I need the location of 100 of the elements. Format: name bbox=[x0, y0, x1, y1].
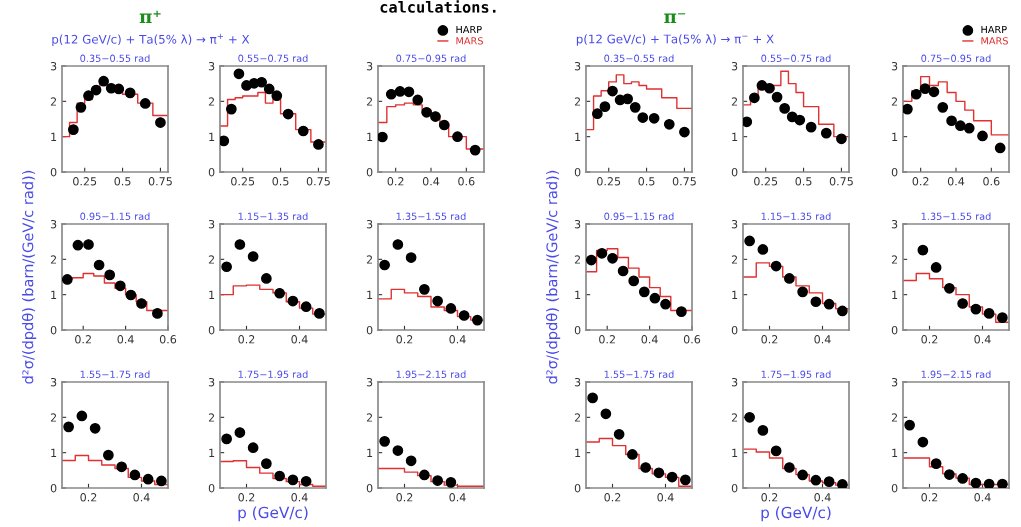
point bbox=[72, 239, 84, 251]
y-tick-label: 0 bbox=[208, 325, 215, 335]
point bbox=[234, 427, 246, 438]
chart-title: 1.75−1.95 rad bbox=[238, 370, 308, 378]
point bbox=[757, 244, 769, 255]
y-tick-label: 1 bbox=[51, 448, 57, 457]
y-tick-label: 0 bbox=[208, 167, 215, 177]
x-tick-label: 0.75 bbox=[829, 177, 853, 186]
y-tick-label: 0 bbox=[208, 483, 215, 493]
point bbox=[297, 125, 309, 137]
y-tick-label: 1 bbox=[575, 290, 581, 299]
point bbox=[287, 474, 299, 486]
x-tick-label: 0.25 bbox=[231, 177, 255, 186]
y-tick-label: 0 bbox=[50, 167, 57, 177]
x-tick-label: 0.4 bbox=[974, 335, 991, 344]
point bbox=[412, 94, 424, 106]
x-tick-label: 0.6 bbox=[983, 177, 1000, 186]
x-tick-label: 0.25 bbox=[597, 177, 621, 186]
y-axis-title: d²σ/(dpdθ) (barn/(GeV/c rad)) bbox=[21, 170, 37, 384]
point bbox=[274, 470, 285, 482]
point bbox=[136, 298, 147, 309]
point bbox=[805, 121, 817, 133]
y-tick-label: 0 bbox=[366, 167, 373, 177]
point bbox=[587, 392, 598, 404]
y-tick-label: 1 bbox=[892, 448, 898, 457]
point bbox=[823, 476, 835, 487]
y-tick-label: 3 bbox=[574, 219, 581, 229]
y-tick-label: 3 bbox=[366, 377, 373, 387]
x-tick-label: 0.4 bbox=[291, 335, 308, 344]
y-tick-label: 2 bbox=[574, 413, 581, 422]
x-tick-label: 0.25 bbox=[754, 177, 778, 186]
point bbox=[287, 295, 299, 307]
point bbox=[794, 114, 806, 126]
point bbox=[274, 287, 285, 299]
y-tick-label: 1 bbox=[209, 132, 215, 141]
point bbox=[76, 410, 88, 422]
x-tick-label: 0.2 bbox=[599, 335, 615, 344]
point bbox=[784, 273, 795, 284]
point bbox=[247, 442, 259, 454]
point bbox=[820, 127, 832, 139]
y-tick-label: 0 bbox=[731, 483, 738, 493]
point bbox=[129, 469, 141, 481]
y-tick-label: 1 bbox=[732, 290, 738, 299]
point bbox=[937, 101, 949, 113]
point bbox=[649, 292, 661, 304]
y-tick-label: 0 bbox=[891, 167, 898, 177]
point bbox=[458, 310, 470, 321]
point bbox=[617, 265, 629, 277]
point bbox=[403, 86, 415, 98]
y-tick-label: 2 bbox=[208, 255, 215, 264]
y-tick-label: 3 bbox=[891, 219, 898, 229]
point bbox=[749, 92, 760, 104]
point bbox=[90, 84, 102, 96]
x-tick-label: 0.5 bbox=[114, 177, 131, 186]
text: calculations. bbox=[380, 0, 496, 13]
point bbox=[648, 112, 660, 124]
point bbox=[271, 90, 283, 102]
y-tick-label: 0 bbox=[891, 483, 898, 493]
x-tick-label: 0.4 bbox=[641, 335, 658, 344]
point bbox=[930, 262, 942, 273]
point bbox=[983, 478, 995, 488]
point bbox=[221, 433, 232, 445]
y-tick-label: 2 bbox=[50, 255, 57, 264]
point bbox=[75, 101, 87, 113]
x-tick-label: 0.5 bbox=[272, 177, 289, 186]
y-tick-label: 2 bbox=[366, 97, 373, 106]
point bbox=[261, 458, 272, 469]
point bbox=[378, 131, 388, 143]
point bbox=[124, 87, 136, 99]
y-tick-label: 2 bbox=[366, 413, 373, 422]
x-tick-label: 0.75 bbox=[306, 177, 330, 186]
text: p(12 GeV/c) + Ta(5% λ) → π$^{−}$ + X bbox=[576, 34, 774, 46]
point bbox=[220, 135, 230, 147]
x-tick-label: 0.4 bbox=[291, 493, 308, 502]
point bbox=[994, 142, 1006, 154]
point bbox=[917, 244, 929, 256]
point bbox=[392, 239, 404, 250]
point bbox=[314, 308, 325, 319]
point bbox=[421, 106, 432, 118]
y-tick-label: 2 bbox=[731, 255, 738, 264]
y-tick-label: 3 bbox=[731, 377, 738, 387]
point bbox=[125, 289, 137, 301]
point bbox=[904, 419, 915, 431]
x-tick-label: 0.25 bbox=[73, 177, 97, 186]
point bbox=[263, 83, 275, 95]
point bbox=[419, 469, 430, 481]
x-tick-label: 0.2 bbox=[761, 493, 778, 502]
chart-title: 1.15−1.35 rad bbox=[761, 212, 831, 220]
point bbox=[313, 139, 324, 150]
y-tick-label: 0 bbox=[574, 325, 581, 335]
y-tick-label: 0 bbox=[366, 325, 373, 335]
legend-label: MARS bbox=[456, 37, 483, 45]
point bbox=[629, 101, 641, 113]
x-axis-title: p (GeV/c) bbox=[761, 506, 831, 522]
x-tick-label: 0.5 bbox=[638, 177, 655, 186]
point bbox=[810, 296, 822, 308]
point bbox=[910, 88, 922, 100]
point bbox=[997, 478, 1008, 488]
y-tick-label: 2 bbox=[731, 413, 738, 422]
point bbox=[957, 473, 968, 484]
